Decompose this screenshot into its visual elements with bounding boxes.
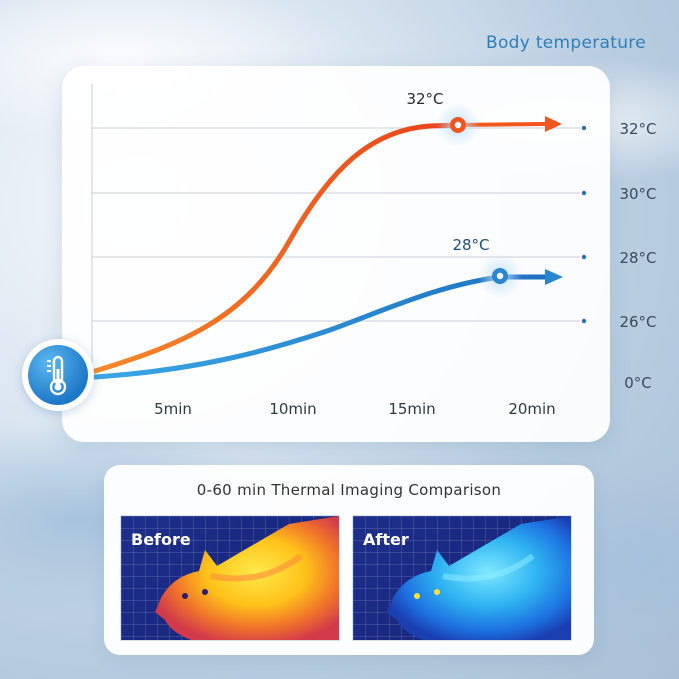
series-arrow-orange [545, 116, 562, 132]
y-tick-label: 26°C [619, 313, 656, 331]
thermal-title: 0-60 min Thermal Imaging Comparison [196, 481, 502, 499]
thermometer-icon [47, 355, 67, 396]
y-tick-label: 30°C [619, 185, 656, 203]
after-thermal-image: After [352, 515, 572, 641]
chart-card [62, 66, 610, 442]
series-line-orange [92, 122, 461, 374]
x-tick-label: 10min [269, 400, 316, 418]
y-tick-dot [581, 190, 587, 196]
cat-thermal-cool [387, 516, 571, 640]
x-tick-label: 15min [388, 400, 435, 418]
y-tick-label: 32°C [619, 120, 656, 138]
thermometer-badge [22, 339, 94, 411]
thermal-comparison-card: 0-60 min Thermal Imaging Comparison Befo… [104, 465, 594, 655]
x-tick-label: 5min [154, 400, 192, 418]
after-label: After [363, 530, 409, 549]
point-blue-center [496, 272, 504, 280]
y-tick-dot [581, 125, 587, 131]
before-thermal-image: Before [120, 515, 340, 641]
y-tick-dot [581, 318, 587, 324]
point-orange-center [454, 121, 462, 129]
y-tick-dot [581, 254, 587, 260]
x-tick-label: 20min [508, 400, 555, 418]
value-label-blue: 28°C [452, 236, 489, 254]
before-label: Before [131, 530, 191, 549]
y-tick-label: 0°C [624, 374, 652, 392]
chart-title: Body temperature [486, 33, 646, 53]
series-line-blue [92, 274, 548, 380]
y-tick-label: 28°C [619, 249, 656, 267]
series-arrow-blue [545, 269, 563, 285]
cat-thermal-hot [155, 516, 339, 640]
value-label-orange: 32°C [406, 90, 443, 108]
